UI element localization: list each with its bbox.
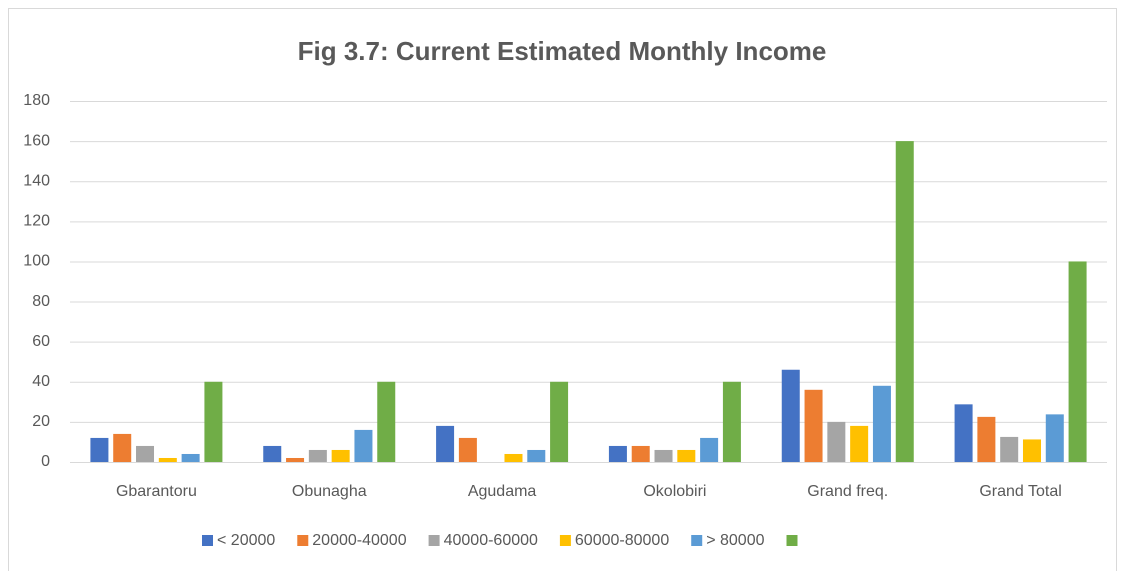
bar bbox=[804, 389, 823, 462]
y-tick-label: 160 bbox=[23, 132, 50, 149]
bar bbox=[1022, 439, 1041, 462]
y-tick-label: 120 bbox=[23, 213, 50, 230]
x-tick-label: Okolobiri bbox=[643, 483, 706, 500]
bar bbox=[158, 457, 177, 462]
bar bbox=[436, 425, 455, 462]
bar bbox=[1068, 261, 1087, 462]
legend-label: 20000-40000 bbox=[312, 532, 406, 549]
y-tick-label: 40 bbox=[32, 373, 50, 390]
bar bbox=[677, 449, 696, 462]
y-tick-label: 0 bbox=[41, 453, 50, 470]
bar bbox=[204, 381, 223, 462]
bar bbox=[458, 437, 477, 462]
legend-swatch bbox=[786, 535, 798, 546]
legend-label: 60000-80000 bbox=[575, 532, 669, 549]
bar bbox=[354, 429, 373, 462]
chart-frame bbox=[8, 8, 1117, 571]
chart-title: Fig 3.7: Current Estimated Monthly Incom… bbox=[298, 36, 827, 66]
bar bbox=[331, 449, 350, 462]
bar bbox=[550, 381, 569, 462]
bar bbox=[136, 445, 155, 462]
x-tick-label: Gbarantoru bbox=[116, 483, 197, 500]
bar bbox=[113, 433, 132, 462]
bar bbox=[954, 404, 973, 462]
bar bbox=[722, 381, 741, 462]
legend-label: < 20000 bbox=[217, 532, 275, 549]
y-tick-label: 80 bbox=[32, 293, 50, 310]
legend-label: 40000-60000 bbox=[444, 532, 538, 549]
bar bbox=[286, 457, 305, 462]
bar bbox=[377, 381, 396, 462]
bar bbox=[308, 449, 327, 462]
legend-swatch bbox=[691, 535, 703, 546]
y-tick-label: 140 bbox=[23, 172, 50, 189]
y-tick-label: 180 bbox=[23, 92, 50, 109]
y-tick-label: 20 bbox=[32, 413, 50, 430]
bar bbox=[527, 449, 546, 462]
bar bbox=[631, 445, 650, 462]
bar bbox=[181, 453, 200, 462]
legend-swatch bbox=[202, 535, 213, 546]
x-tick-label: Agudama bbox=[468, 483, 537, 500]
bar bbox=[781, 369, 800, 462]
bar bbox=[654, 449, 673, 462]
x-tick-label: Obunagha bbox=[292, 483, 367, 500]
legend-swatch bbox=[297, 535, 309, 546]
x-tick-label: Grand Total bbox=[979, 483, 1061, 500]
y-tick-label: 60 bbox=[32, 333, 50, 350]
bar bbox=[504, 453, 523, 462]
bar bbox=[977, 416, 996, 462]
legend-swatch bbox=[559, 535, 571, 546]
bar bbox=[1000, 436, 1019, 462]
bar bbox=[850, 425, 869, 462]
bar bbox=[872, 385, 891, 462]
bar bbox=[827, 421, 846, 462]
bar bbox=[700, 437, 719, 462]
bar bbox=[263, 445, 282, 462]
x-tick-label: Grand freq. bbox=[807, 483, 888, 500]
y-tick-label: 100 bbox=[23, 253, 50, 270]
legend-label: > 80000 bbox=[706, 532, 764, 549]
bar bbox=[90, 437, 109, 462]
legend-swatch bbox=[428, 535, 440, 546]
bar bbox=[1045, 414, 1064, 462]
bar bbox=[895, 141, 914, 462]
bar bbox=[608, 445, 627, 462]
